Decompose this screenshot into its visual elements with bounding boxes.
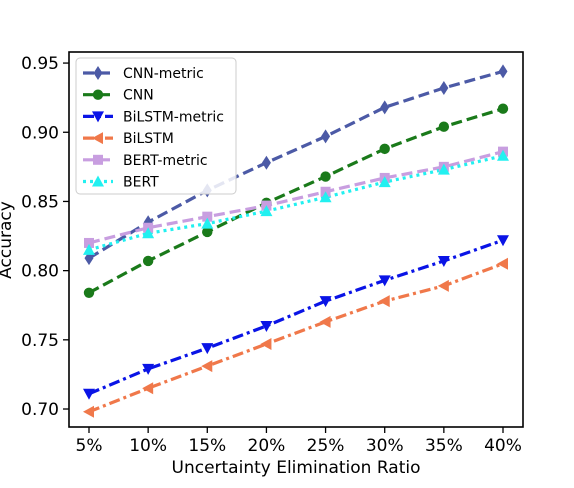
data-point-bilstm-metric xyxy=(378,275,391,287)
data-point-cnn-metric xyxy=(261,155,271,170)
y-tick-label: 0.70 xyxy=(21,400,59,420)
data-point-bert xyxy=(437,163,450,175)
data-point-bilstm-metric xyxy=(437,255,450,267)
y-tick-label: 0.95 xyxy=(21,54,59,74)
legend-box xyxy=(75,57,237,195)
legend-label-bert: BERT xyxy=(123,175,159,191)
y-tick-label: 0.80 xyxy=(21,262,59,282)
data-point-bilstm xyxy=(83,405,94,418)
data-point-cnn xyxy=(379,143,390,155)
data-point-bert xyxy=(201,217,214,229)
y-tick-label: 0.75 xyxy=(21,331,59,351)
legend-label-cnn: CNN xyxy=(123,88,154,104)
data-point-cnn xyxy=(142,255,154,267)
series-lines xyxy=(88,69,504,414)
x-tick-label: 40% xyxy=(484,436,522,456)
data-point-bilstm xyxy=(319,315,331,328)
data-point-bert xyxy=(260,205,273,217)
legend-label-bert-metric: BERT-metric xyxy=(123,153,208,169)
data-point-bilstm-metric xyxy=(201,343,214,355)
data-point-bert xyxy=(497,149,509,161)
data-point-bert xyxy=(83,243,95,255)
x-tick-label: 35% xyxy=(425,436,463,456)
x-axis-title: Uncertainty Elimination Ratio xyxy=(172,458,421,478)
data-point-cnn-metric xyxy=(321,129,331,144)
data-point-cnn xyxy=(438,121,450,132)
series-line-bilstm xyxy=(88,262,504,414)
data-point-bert xyxy=(378,176,391,188)
x-tick-label: 20% xyxy=(248,436,286,456)
legend-marker-cnn xyxy=(92,89,104,100)
series-line-bilstm-metric xyxy=(88,238,504,396)
x-tick-label: 30% xyxy=(366,436,404,456)
data-point-cnn xyxy=(202,226,213,238)
legend-marker-cnn-metric xyxy=(93,66,103,80)
data-point-bilstm xyxy=(378,295,390,308)
data-point-bilstm xyxy=(142,382,154,395)
x-tick-label: 25% xyxy=(307,436,345,456)
legend-label-cnn-metric: CNN-metric xyxy=(123,66,204,82)
data-point-bilstm xyxy=(497,257,508,270)
legend-marker-bert-metric xyxy=(93,154,103,165)
legend-marker-bert xyxy=(92,175,104,187)
data-point-bilstm-metric xyxy=(260,320,273,332)
data-point-bilstm-metric xyxy=(83,388,95,400)
legend-marker-bilstm xyxy=(92,132,103,145)
legend-label-bilstm-metric: BiLSTM-metric xyxy=(123,109,224,125)
data-point-cnn-metric xyxy=(498,64,508,79)
data-point-bilstm xyxy=(260,337,272,350)
data-point-bert xyxy=(319,191,332,203)
plot-frame xyxy=(68,51,524,428)
data-point-bilstm-metric xyxy=(142,363,155,375)
data-point-bert-metric xyxy=(84,237,94,248)
x-tick-label: 10% xyxy=(129,436,167,456)
data-point-cnn xyxy=(83,287,95,298)
data-point-bilstm-metric xyxy=(497,235,509,247)
legend: CNN-metric CNN BiLSTM-metric BiLSTM BERT-met… xyxy=(75,57,237,195)
x-tick-label: 5% xyxy=(76,436,103,456)
data-point-bert xyxy=(142,227,155,239)
y-axis-ticks: 0.70 0.75 0.80 0.85 0.90 0.95 xyxy=(21,54,69,420)
x-axis-ticks: 5% 10% 15% 20% 25% 30% 35% 40% xyxy=(76,427,522,456)
series-markers xyxy=(83,64,509,418)
data-point-bilstm xyxy=(201,360,213,373)
series-line-cnn xyxy=(88,107,504,295)
data-point-cnn-metric xyxy=(380,100,390,115)
series-line-bert xyxy=(88,154,504,252)
x-tick-label: 15% xyxy=(188,436,226,456)
data-point-cnn xyxy=(320,171,331,182)
data-point-bilstm-metric xyxy=(319,296,332,308)
legend-label-bilstm: BiLSTM xyxy=(123,131,174,147)
data-point-bilstm xyxy=(437,279,449,292)
y-axis-title: Accuracy xyxy=(0,201,16,279)
series-line-bert-metric xyxy=(88,150,504,245)
y-tick-label: 0.85 xyxy=(21,192,59,212)
legend-marker-bilstm-metric xyxy=(92,111,104,123)
data-point-cnn-metric xyxy=(439,80,449,95)
y-tick-label: 0.90 xyxy=(21,123,59,143)
data-point-bert-metric xyxy=(202,211,213,222)
series-line-cnn-metric xyxy=(88,69,504,260)
data-point-cnn xyxy=(497,103,509,114)
